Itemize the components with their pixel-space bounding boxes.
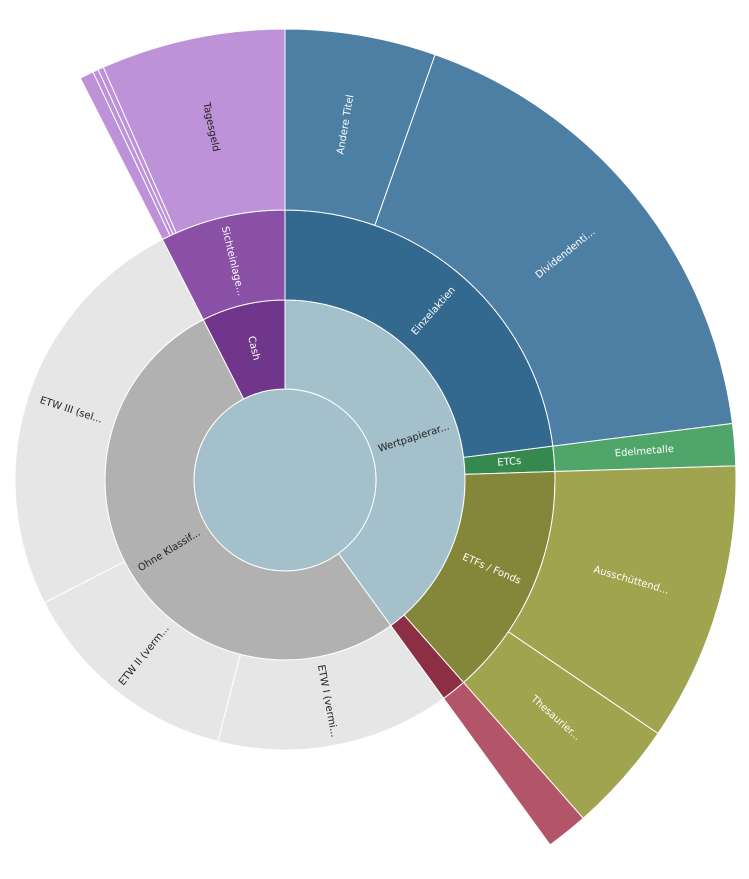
segments	[14, 28, 737, 846]
sunburst-segment-etw-iii-sel[interactable]	[14, 238, 204, 604]
sunburst-segment-tagesgeld[interactable]	[102, 28, 286, 234]
sunburst-segment-l0-0[interactable]	[193, 388, 377, 572]
sunburst-segment-dividendenti[interactable]	[374, 54, 734, 447]
